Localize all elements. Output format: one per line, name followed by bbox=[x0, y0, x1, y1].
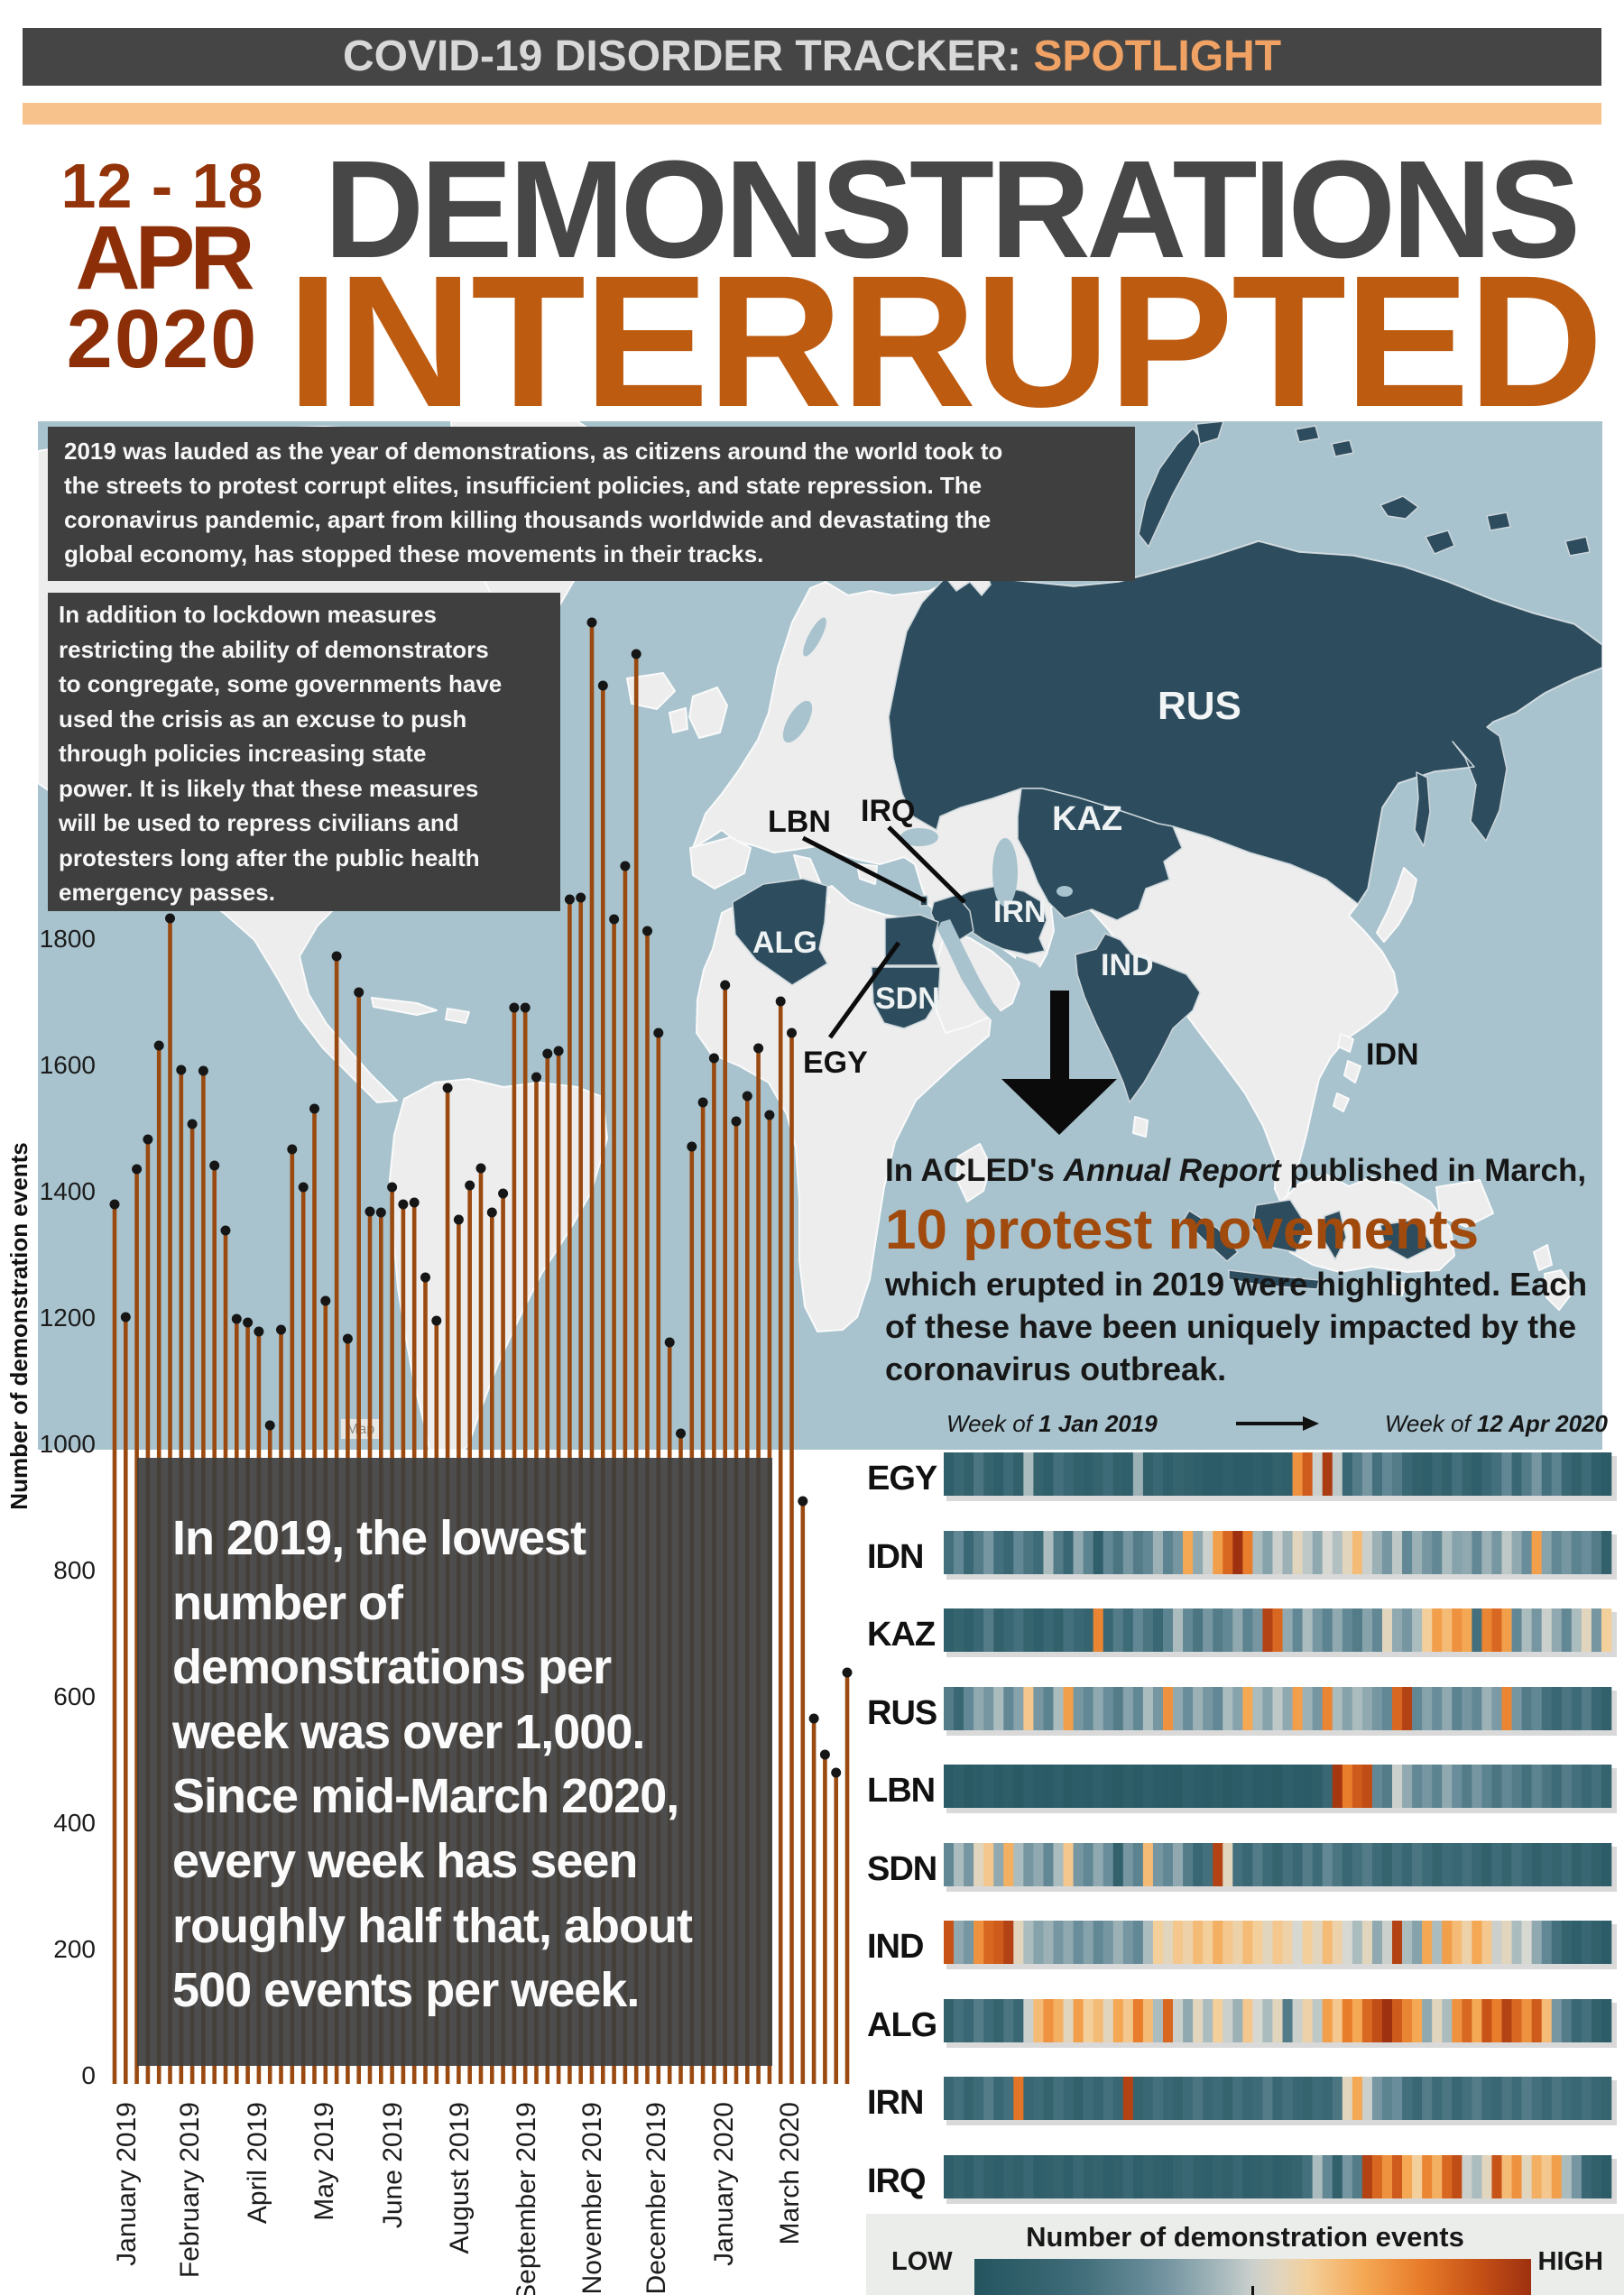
svg-text:1800: 1800 bbox=[40, 925, 96, 953]
svg-text:January 2019: January 2019 bbox=[112, 2102, 142, 2266]
svg-text:November 2019: November 2019 bbox=[577, 2102, 607, 2294]
svg-text:RUS: RUS bbox=[867, 1694, 937, 1732]
svg-text:September 2019: September 2019 bbox=[512, 2102, 541, 2295]
svg-text:January 2020: January 2020 bbox=[709, 2102, 739, 2266]
svg-text:IRQ: IRQ bbox=[861, 794, 915, 828]
svg-text:0: 0 bbox=[81, 2061, 96, 2089]
svg-text:IDN: IDN bbox=[1366, 1037, 1419, 1072]
svg-text:LBN: LBN bbox=[867, 1772, 935, 1810]
svg-text:Number of demonstration events: Number of demonstration events bbox=[5, 1142, 32, 1509]
svg-text:EGY: EGY bbox=[803, 1046, 868, 1080]
svg-text:1400: 1400 bbox=[40, 1177, 96, 1205]
svg-text:IRQ: IRQ bbox=[867, 2162, 926, 2200]
svg-text:ALG: ALG bbox=[752, 926, 817, 960]
svg-text:IDN: IDN bbox=[867, 1538, 923, 1576]
svg-text:600: 600 bbox=[53, 1682, 96, 1710]
svg-text:April 2019: April 2019 bbox=[243, 2102, 272, 2224]
svg-text:SDN: SDN bbox=[875, 982, 940, 1016]
svg-text:IRN: IRN bbox=[993, 895, 1047, 929]
svg-text:1200: 1200 bbox=[40, 1304, 96, 1332]
svg-text:EGY: EGY bbox=[867, 1460, 937, 1498]
svg-text:1600: 1600 bbox=[40, 1051, 96, 1079]
svg-text:March 2020: March 2020 bbox=[775, 2102, 805, 2244]
svg-text:December 2019: December 2019 bbox=[641, 2102, 671, 2294]
svg-text:200: 200 bbox=[53, 1935, 96, 1963]
svg-text:400: 400 bbox=[53, 1809, 96, 1837]
svg-text:800: 800 bbox=[53, 1556, 96, 1584]
svg-text:IRN: IRN bbox=[867, 2084, 923, 2122]
svg-text:SDN: SDN bbox=[867, 1850, 937, 1888]
svg-text:1000: 1000 bbox=[40, 1430, 96, 1458]
svg-text:August 2019: August 2019 bbox=[445, 2102, 475, 2254]
svg-text:KAZ: KAZ bbox=[1052, 800, 1122, 838]
svg-text:LBN: LBN bbox=[768, 805, 831, 839]
svg-text:KAZ: KAZ bbox=[867, 1616, 936, 1654]
svg-text:ALG: ALG bbox=[867, 2006, 937, 2044]
svg-text:IND: IND bbox=[1101, 948, 1154, 982]
svg-text:IND: IND bbox=[867, 1928, 923, 1966]
svg-text:February 2019: February 2019 bbox=[175, 2102, 205, 2278]
svg-text:June 2019: June 2019 bbox=[378, 2102, 408, 2228]
svg-text:May 2019: May 2019 bbox=[309, 2102, 339, 2221]
svg-text:RUS: RUS bbox=[1158, 684, 1241, 728]
